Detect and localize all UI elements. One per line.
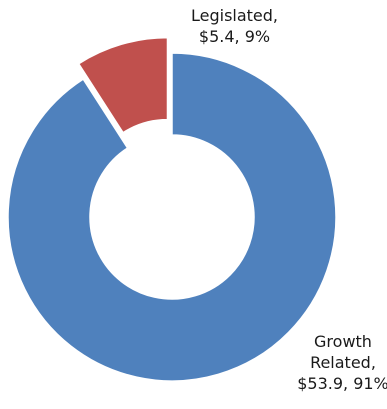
data-label-growth-related-line-2: Related,	[310, 353, 376, 372]
donut-slice-legislated	[77, 36, 169, 134]
data-label-legislated: Legislated, $5.4, 9%	[172, 5, 297, 47]
data-label-growth-related-line-1: Growth	[314, 332, 372, 351]
data-label-growth-related: Growth Related, $53.9, 91%	[293, 331, 387, 394]
data-label-growth-related-line-3: $53.9, 91%	[297, 374, 387, 393]
data-label-legislated-line-2: $5.4, 9%	[198, 27, 271, 46]
data-label-legislated-line-1: Legislated,	[190, 6, 279, 25]
donut-slice-growth-related	[7, 52, 337, 382]
